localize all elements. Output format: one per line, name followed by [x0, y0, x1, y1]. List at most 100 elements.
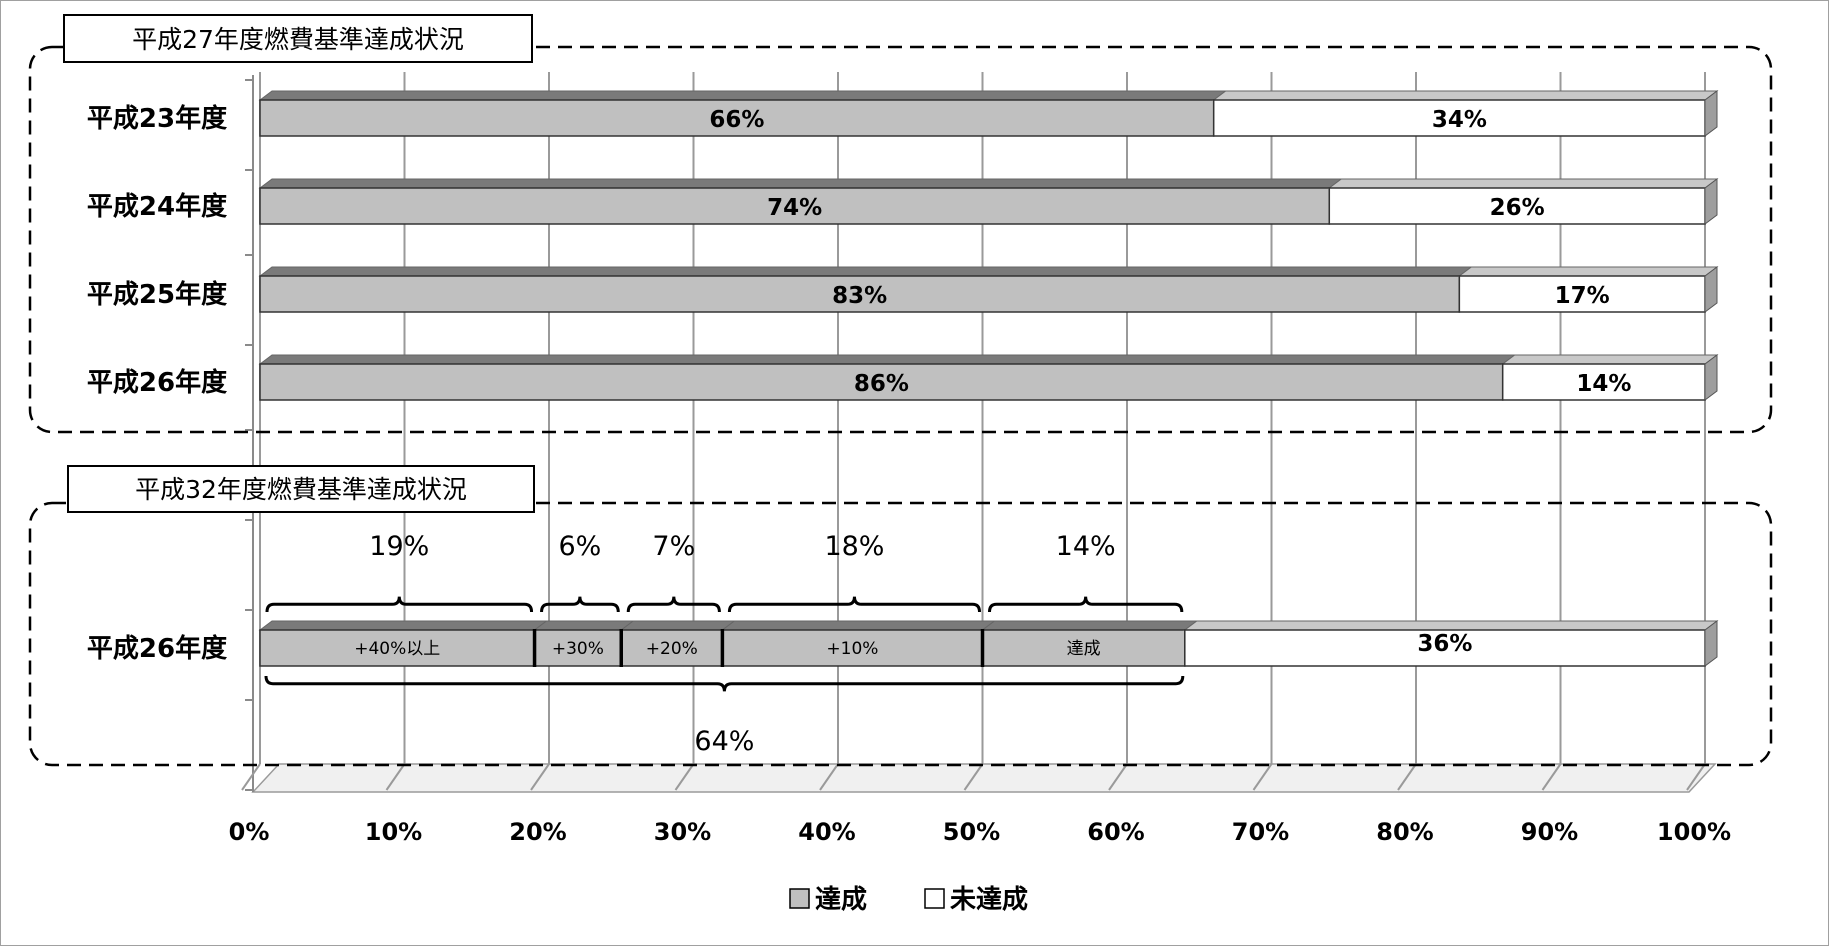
brace-bottom — [264, 675, 1185, 692]
bar-not-achieved — [1327, 178, 1719, 225]
x-tick-label: 0% — [229, 818, 270, 846]
y-axis-ticks — [245, 79, 253, 791]
bar-label-achieved: 74% — [767, 195, 822, 221]
gridline-floor — [1252, 763, 1273, 791]
x-tick-label: 20% — [509, 818, 566, 846]
bar-not-achieved-face — [1212, 99, 1706, 137]
bar-not-achieved-top — [1457, 266, 1719, 277]
y-tick-label: 平成24年度 — [87, 191, 227, 222]
gridline-floor — [1541, 763, 1562, 791]
bar-not-achieved — [1457, 266, 1719, 313]
panel-h32-title-box: 平成32年度燃費基準達成状況 — [67, 465, 535, 513]
segment-percent-label: 19% — [369, 531, 429, 562]
bar-label-not-achieved: 14% — [1576, 371, 1631, 397]
bar-segment-face — [533, 629, 622, 667]
bar-segment-top — [981, 620, 1199, 631]
brace-top — [540, 596, 620, 613]
x-axis: 0% 10% 20% 30% 40% 50% 60% 70% 80% 90% 100% — [229, 818, 1731, 846]
bar-achieved-face — [259, 187, 1331, 225]
gridline-floor — [241, 763, 261, 791]
bar-achieved — [258, 178, 1343, 225]
bar-achieved — [258, 266, 1473, 313]
bar-achieved-face — [259, 99, 1215, 137]
bar-segment — [619, 620, 736, 667]
y-tick-label: 平成26年度 — [87, 367, 227, 398]
total-achieved-label: 64% — [694, 726, 754, 757]
gridline-floor — [385, 763, 406, 791]
bar-segment-top — [720, 620, 996, 631]
gridline-floor — [1397, 763, 1417, 791]
segment-percent-label: 6% — [558, 531, 601, 562]
segment-label: +30% — [552, 639, 604, 659]
bar-not-achieved — [1212, 90, 1719, 137]
bar-achieved-top — [258, 178, 1343, 189]
bar-achieved — [258, 90, 1228, 137]
bar-segment-face — [259, 629, 536, 667]
plot-floor — [251, 763, 1717, 793]
panel-h27: 平成23年度 66% 34% 平成24年度 74% 26% 平成25年度 83% 17% 平成26… — [87, 90, 1719, 401]
bar-end-cap — [1704, 266, 1718, 313]
panel-h32-box — [28, 501, 1773, 767]
bar-segment-face — [981, 629, 1186, 667]
bar-not-achieved-face — [1328, 187, 1706, 225]
y-tick-label: 平成25年度 — [87, 279, 227, 310]
bar-label-not-achieved: 36% — [1417, 631, 1472, 657]
bar-label-achieved: 83% — [832, 283, 887, 309]
brace-top — [265, 596, 534, 613]
x-tick-label: 60% — [1087, 818, 1144, 846]
panel-h27-title-box: 平成27年度燃費基準達成状況 — [63, 14, 533, 63]
bar-segment-top — [533, 620, 635, 631]
bar-label-not-achieved: 26% — [1490, 195, 1545, 221]
panel-h32-title: 平成32年度燃費基準達成状況 — [135, 475, 467, 504]
x-tick-label: 30% — [654, 818, 711, 846]
x-tick-label: 80% — [1376, 818, 1433, 846]
x-tick-label: 10% — [365, 818, 422, 846]
gridline-floor — [819, 763, 839, 791]
bar-not-achieved-top — [1212, 90, 1719, 101]
bar-not-achieved-top — [1183, 620, 1719, 631]
segment-percent-label: 14% — [1056, 531, 1116, 562]
bar-not-achieved-face — [1184, 629, 1706, 667]
brace-top — [626, 596, 721, 613]
legend-swatch-not-achieved — [924, 888, 945, 909]
gridline-floor — [963, 763, 984, 791]
bar-achieved-top — [258, 266, 1473, 277]
legend: 達成 未達成 — [789, 885, 1028, 915]
bar-not-achieved-face — [1501, 363, 1706, 401]
bar-achieved-top — [258, 90, 1228, 101]
bar-row: 平成26年度 +40%以上 +30% +20% +10% 達成 36% — [87, 620, 1719, 667]
legend-swatch-achieved — [789, 888, 810, 909]
legend-label-achieved: 達成 — [815, 885, 867, 915]
bar-not-achieved-face — [1458, 275, 1706, 313]
bar-label-not-achieved: 34% — [1432, 107, 1487, 133]
x-tick-label: 90% — [1521, 818, 1578, 846]
x-tick-label: 40% — [798, 818, 855, 846]
y-tick-label: 平成23年度 — [87, 103, 227, 134]
gridline-floor — [674, 763, 695, 791]
bar-row: 平成26年度 86% 14% — [87, 354, 1719, 401]
bar-end-cap — [1704, 620, 1718, 667]
bar-not-achieved-top — [1501, 354, 1719, 365]
bar-row: 平成23年度 66% 34% — [87, 90, 1719, 137]
panel-h27-box — [28, 45, 1773, 434]
brace-top — [988, 596, 1184, 613]
bar-achieved-face — [259, 275, 1461, 313]
bar-row: 平成25年度 83% 17% — [87, 266, 1719, 313]
bar-end-cap — [1704, 178, 1718, 225]
gridline-floor — [1108, 763, 1128, 791]
bar-not-achieved — [1501, 354, 1719, 401]
bar-segment-top — [258, 620, 549, 631]
segment-label: +40%以上 — [354, 639, 440, 659]
bar-end-cap — [1704, 354, 1718, 401]
segment-percent-label: 18% — [824, 531, 884, 562]
panel-h27-title: 平成27年度燃費基準達成状況 — [132, 25, 464, 54]
bar-label-achieved: 66% — [709, 107, 764, 133]
bar-label-not-achieved: 17% — [1555, 283, 1610, 309]
brace-top — [727, 596, 981, 613]
x-tick-label: 50% — [943, 818, 1000, 846]
bar-row: 平成24年度 74% 26% — [87, 178, 1719, 225]
bar-not-achieved — [1183, 620, 1719, 667]
gridline-floor — [530, 763, 550, 791]
x-tick-label: 70% — [1232, 818, 1289, 846]
